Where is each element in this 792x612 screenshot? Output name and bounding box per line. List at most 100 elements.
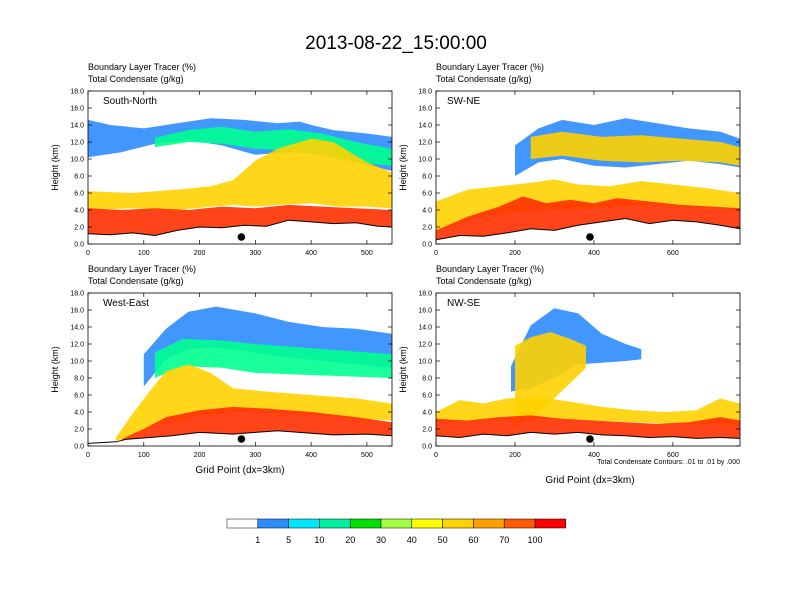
y-tick-label: 8.0 (422, 174, 432, 181)
y-tick-label: 10.0 (70, 157, 84, 164)
colorbar-label: 1 (255, 535, 260, 545)
page-title: 2013-08-22_15:00:00 (305, 33, 487, 54)
x-tick-label: 300 (249, 250, 261, 257)
panel-subtitle-1: Boundary Layer Tracer (%) (436, 264, 544, 274)
x-tick-label: 200 (509, 452, 521, 459)
panel-subtitle-2: Total Condensate (g/kg) (436, 276, 532, 286)
colorbar-swatch (503, 518, 536, 529)
plot-frame (87, 292, 393, 447)
y-tick-label: 12.0 (70, 342, 84, 349)
terrain-fill (436, 218, 740, 244)
colorbar-swatch (380, 518, 413, 529)
colorbar-label: 20 (345, 535, 355, 545)
pbl-lower-layer (88, 138, 392, 210)
y-tick-label: 14.0 (70, 123, 84, 130)
colorbar-swatch (473, 518, 505, 529)
y-tick-label: 18.0 (418, 89, 432, 96)
y-tick-label: 4.0 (74, 410, 84, 417)
pbl-lower-layer (115, 364, 392, 441)
x-tick-label: 0 (434, 452, 438, 459)
y-tick-label: 14.0 (418, 123, 432, 130)
terrain-outline (436, 431, 740, 439)
x-tick-label: 400 (305, 452, 317, 459)
colorbar-label: 100 (527, 535, 542, 545)
contour-footnote: Total Condensate Contours: .01 to .01 by… (597, 459, 740, 466)
colorbar-label: 5 (286, 535, 291, 545)
x-tick-label: 100 (138, 250, 150, 257)
x-tick-label: 200 (194, 452, 206, 459)
location-marker (237, 435, 246, 443)
y-tick-label: 16.0 (418, 308, 432, 315)
pbl-boundary-layer (88, 204, 392, 236)
panel-subtitle-1: Boundary Layer Tracer (%) (436, 62, 544, 72)
y-tick-label: 6.0 (422, 191, 432, 198)
terrain-fill (88, 220, 392, 244)
colorbar-swatch (288, 518, 320, 529)
y-tick-label: 0.0 (74, 444, 84, 451)
panel-subtitle-2: Total Condensate (g/kg) (88, 74, 184, 84)
y-tick-label: 8.0 (422, 376, 432, 383)
x-tick-label: 400 (305, 250, 317, 257)
y-tick-label: 16.0 (418, 106, 432, 113)
pbl-boundary-layer (121, 406, 392, 441)
pbl-boundary-layer (436, 196, 740, 240)
y-tick-label: 0.0 (74, 242, 84, 249)
pbl-anvil-core (530, 131, 740, 166)
y-tick-label: 8.0 (74, 174, 84, 181)
panel-sw-ne: Boundary Layer Tracer (%) Total Condensa… (398, 62, 741, 257)
y-tick-label: 12.0 (418, 342, 432, 349)
colorbar-swatch (319, 518, 351, 529)
panel-subtitle-1: Boundary Layer Tracer (%) (88, 62, 196, 72)
y-axis-label: Height (km) (398, 144, 408, 191)
x-tick-label: 300 (249, 452, 261, 459)
panel-subtitle-1: Boundary Layer Tracer (%) (88, 264, 196, 274)
pbl-boundary-layer (436, 415, 740, 439)
y-tick-label: 4.0 (422, 410, 432, 417)
colorbar-swatch (226, 518, 259, 529)
x-tick-label: 200 (194, 250, 206, 257)
panel-west-east: Boundary Layer Tracer (%) Total Condensa… (50, 264, 393, 476)
y-tick-label: 12.0 (70, 140, 84, 147)
y-tick-label: 4.0 (74, 208, 84, 215)
colorbar-label: 60 (468, 535, 478, 545)
y-tick-label: 4.0 (422, 208, 432, 215)
x-tick-label: 500 (361, 452, 373, 459)
colorbar-label: 30 (376, 535, 386, 545)
y-tick-label: 10.0 (418, 157, 432, 164)
y-tick-label: 8.0 (74, 376, 84, 383)
y-tick-label: 14.0 (418, 325, 432, 332)
x-tick-label: 600 (667, 452, 679, 459)
terrain-outline (88, 219, 392, 237)
colorbar-swatch (411, 518, 443, 529)
panel-label: West-East (103, 298, 149, 309)
y-tick-label: 10.0 (70, 359, 84, 366)
x-tick-label: 600 (667, 250, 679, 257)
pbl-anvil-core (154, 338, 392, 378)
panel-nw-se: Boundary Layer Tracer (%) Total Condensa… (398, 264, 741, 486)
x-tick-label: 400 (588, 250, 600, 257)
y-tick-label: 2.0 (422, 225, 432, 232)
colorbar-label: 50 (438, 535, 448, 545)
y-tick-label: 6.0 (74, 393, 84, 400)
x-tick-label: 500 (361, 250, 373, 257)
y-tick-label: 0.0 (422, 444, 432, 451)
terrain-outline (436, 217, 740, 241)
x-tick-label: 400 (588, 452, 600, 459)
y-axis-label: Height (km) (398, 346, 408, 393)
colorbar-label: 70 (499, 535, 509, 545)
colorbar-swatch (442, 518, 474, 529)
y-tick-label: 16.0 (70, 106, 84, 113)
y-axis-label: Height (km) (50, 144, 60, 191)
colorbar-swatch (349, 518, 382, 529)
x-tick-label: 0 (86, 452, 90, 459)
y-tick-label: 0.0 (422, 242, 432, 249)
panel-subtitle-2: Total Condensate (g/kg) (88, 276, 184, 286)
x-axis-label: Grid Point (dx=3km) (195, 465, 284, 476)
colorbar-swatch (257, 518, 289, 529)
y-tick-label: 6.0 (422, 393, 432, 400)
y-tick-label: 2.0 (74, 225, 84, 232)
location-marker (237, 233, 246, 241)
y-tick-label: 6.0 (74, 191, 84, 198)
panel-subtitle-2: Total Condensate (g/kg) (436, 74, 532, 84)
